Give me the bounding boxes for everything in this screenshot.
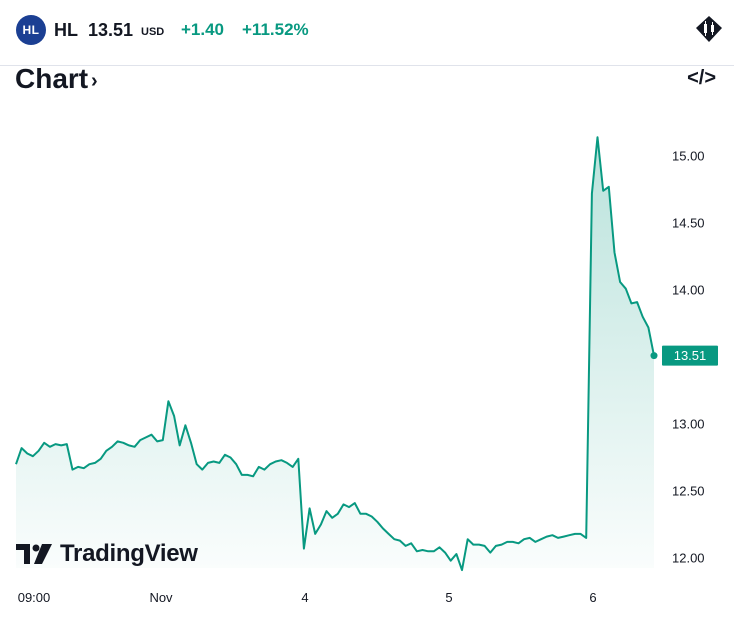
watermark-text: TradingView [60,540,198,567]
x-tick-label: Nov [149,590,173,605]
section-title[interactable]: Chart [15,63,89,94]
y-tick-label: 12.50 [672,484,705,499]
chevron-right-icon[interactable]: › [91,70,98,92]
y-tick-label: 14.00 [672,283,705,298]
brand-candlestick-icon[interactable] [694,14,724,46]
x-tick-label: 6 [589,590,596,605]
tradingview-logo-icon [16,544,52,564]
y-tick-label: 15.00 [672,149,705,164]
ticker-symbol[interactable]: HL [54,20,78,40]
y-tick-label: 14.50 [672,216,705,231]
tradingview-watermark[interactable]: TradingView [16,540,198,568]
last-price: 13.51 [88,20,134,40]
last-price-label: 13.51 [662,345,718,366]
embed-code-icon[interactable]: </> [687,67,716,89]
x-tick-label: 5 [445,590,452,605]
quote-header: HL HL 13.51 USD +1.40 +11.52% [0,0,734,66]
y-tick-label: 12.00 [672,551,705,566]
x-tick-label: 4 [301,590,308,605]
svg-text:13.51: 13.51 [674,348,707,363]
price-area-fill [16,137,654,571]
price-change-percent: +11.52% [242,20,309,39]
y-tick-label: 13.00 [672,417,705,432]
x-tick-label: 09:00 [18,590,51,605]
currency-label: USD [141,26,165,38]
company-logo: HL [16,15,46,45]
last-price-marker [650,352,658,360]
price-line [15,136,655,572]
price-change: +1.40 [181,20,225,39]
